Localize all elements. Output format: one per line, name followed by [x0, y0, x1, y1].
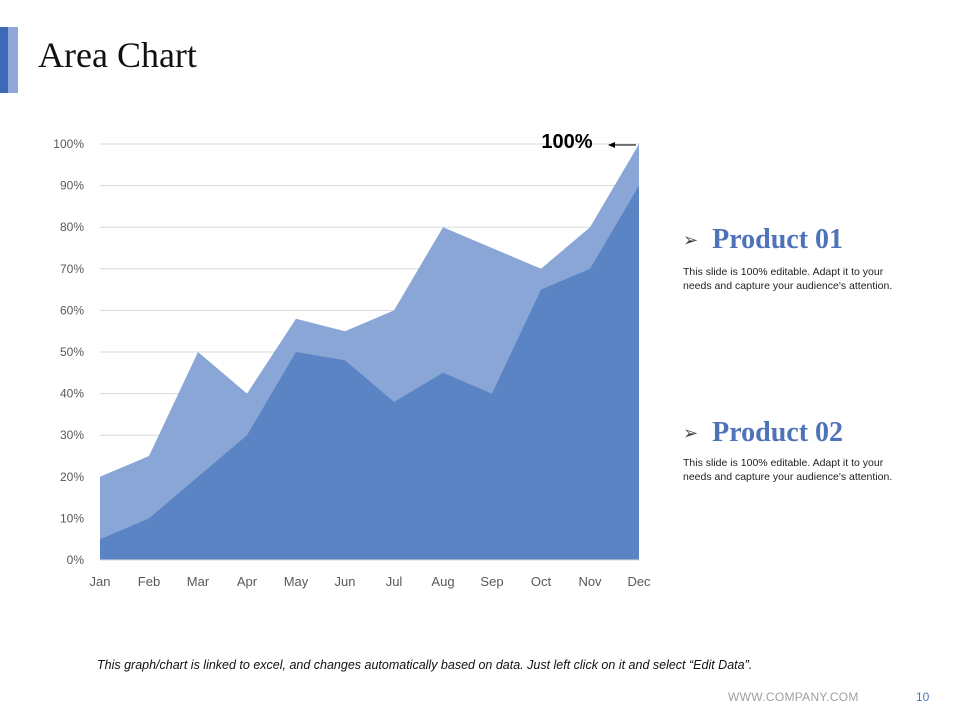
- area-series-2: [100, 185, 639, 560]
- product-01-block: ➢ Product 01 This slide is 100% editable…: [683, 224, 923, 293]
- y-tick-label: 70%: [60, 262, 84, 276]
- annotation-label: 100%: [541, 131, 592, 153]
- arrow-bullet-icon: ➢: [683, 229, 699, 251]
- x-tick-label: Mar: [187, 574, 210, 589]
- x-tick-label: Jan: [90, 574, 111, 589]
- footnote: This graph/chart is linked to excel, and…: [97, 658, 753, 672]
- x-tick-label: Feb: [138, 574, 160, 589]
- title-accent-bar-light: [8, 27, 18, 93]
- x-tick-label: Nov: [578, 574, 602, 589]
- x-tick-label: Dec: [627, 574, 651, 589]
- x-tick-label: Sep: [480, 574, 503, 589]
- product-02-description: This slide is 100% editable. Adapt it to…: [683, 457, 893, 483]
- y-tick-label: 100%: [53, 137, 84, 151]
- y-tick-label: 60%: [60, 303, 84, 317]
- y-tick-label: 40%: [60, 387, 84, 401]
- x-tick-label: Jun: [335, 574, 356, 589]
- y-tick-label: 0%: [67, 553, 85, 567]
- slide-title: Area Chart: [38, 35, 197, 75]
- product-01-title: Product 01: [712, 224, 844, 255]
- footer-website: WWW.COMPANY.COM: [728, 690, 859, 704]
- page-number: 10: [916, 690, 930, 704]
- y-tick-label: 30%: [60, 428, 84, 442]
- x-tick-label: May: [284, 574, 309, 589]
- x-tick-label: Oct: [531, 574, 552, 589]
- arrow-bullet-icon: ➢: [683, 422, 699, 444]
- y-tick-label: 10%: [60, 511, 84, 525]
- x-tick-label: Apr: [237, 574, 258, 589]
- product-02-block: ➢ Product 02 This slide is 100% editable…: [683, 417, 923, 484]
- y-tick-label: 80%: [60, 220, 84, 234]
- x-tick-label: Jul: [386, 574, 403, 589]
- title-accent-bar: [0, 27, 8, 93]
- product-02-title: Product 02: [712, 417, 844, 448]
- y-tick-label: 50%: [60, 345, 84, 359]
- x-tick-label: Aug: [431, 574, 454, 589]
- y-tick-label: 20%: [60, 470, 84, 484]
- y-tick-label: 90%: [60, 179, 84, 193]
- product-01-description: This slide is 100% editable. Adapt it to…: [683, 266, 893, 292]
- annotation-arrow-head: [608, 142, 615, 148]
